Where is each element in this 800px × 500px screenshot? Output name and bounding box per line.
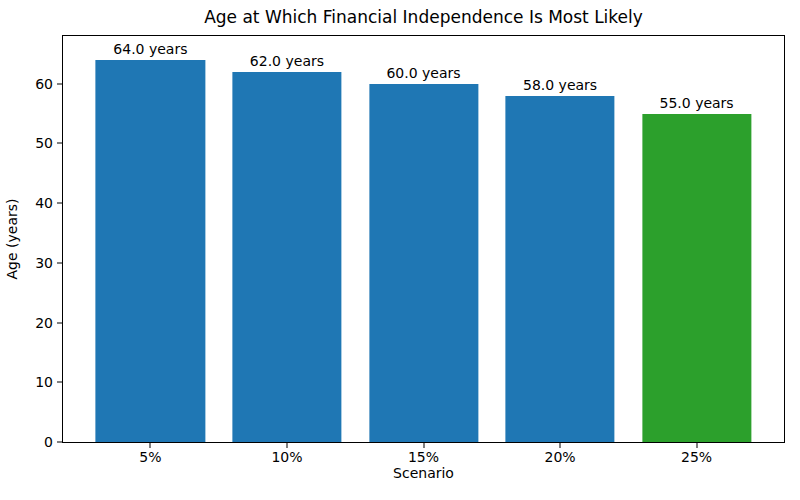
y-tick-mark xyxy=(57,143,62,144)
x-tick-mark xyxy=(696,443,697,448)
chart-title: Age at Which Financial Independence Is M… xyxy=(62,7,785,27)
bar-15% xyxy=(369,84,478,442)
bar-10% xyxy=(232,72,341,442)
x-tick-label-15%: 15% xyxy=(408,450,439,464)
y-axis-label: Age (years) xyxy=(4,199,20,280)
x-tick-label-25%: 25% xyxy=(681,450,712,464)
bar-20% xyxy=(505,96,614,442)
bar-chart-figure: Age at Which Financial Independence Is M… xyxy=(0,0,800,500)
bar-value-label: 62.0 years xyxy=(250,54,324,68)
y-tick-mark xyxy=(57,262,62,263)
y-tick-mark xyxy=(57,83,62,84)
y-tick-label: 50 xyxy=(35,136,53,150)
bar-25% xyxy=(642,114,751,442)
x-tick-label-5%: 5% xyxy=(139,450,161,464)
y-tick-mark xyxy=(57,322,62,323)
bar-value-label: 60.0 years xyxy=(386,66,460,80)
y-tick-label: 0 xyxy=(44,435,53,449)
y-tick-label: 20 xyxy=(35,316,53,330)
bar-value-label: 64.0 years xyxy=(113,42,187,56)
y-tick-mark xyxy=(57,203,62,204)
x-tick-mark xyxy=(560,443,561,448)
x-tick-label-20%: 20% xyxy=(544,450,575,464)
bar-5% xyxy=(96,60,205,442)
bar-value-label: 58.0 years xyxy=(523,78,597,92)
x-tick-mark xyxy=(150,443,151,448)
bar-value-label: 55.0 years xyxy=(660,96,734,110)
y-tick-mark xyxy=(57,382,62,383)
x-tick-mark xyxy=(423,443,424,448)
x-axis-label: Scenario xyxy=(62,465,785,481)
y-tick-label: 60 xyxy=(35,77,53,91)
y-tick-mark xyxy=(57,442,62,443)
plot-area: 010203040506064.0 years5%62.0 years10%60… xyxy=(62,35,785,443)
y-tick-label: 40 xyxy=(35,196,53,210)
x-tick-mark xyxy=(286,443,287,448)
y-tick-label: 30 xyxy=(35,256,53,270)
x-tick-label-10%: 10% xyxy=(271,450,302,464)
y-tick-label: 10 xyxy=(35,375,53,389)
